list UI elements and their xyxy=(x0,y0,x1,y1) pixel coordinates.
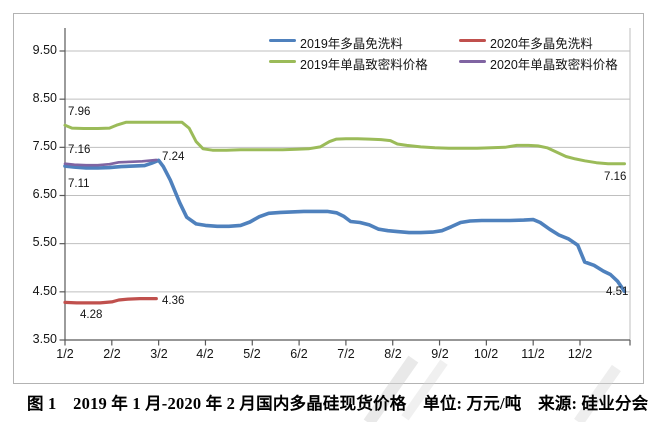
x-tick-label: 10/2 xyxy=(473,347,499,361)
point-label: 4.36 xyxy=(162,295,185,307)
figure-caption: 图 1 2019 年 1 月-2020 年 2 月国内多晶硅现货价格 单位: 万… xyxy=(27,394,649,413)
x-tick-label: 8/2 xyxy=(384,347,402,361)
y-tick-label: 5.50 xyxy=(32,235,57,249)
legend-label: 2019年多晶免洗料 xyxy=(300,37,403,51)
x-tick-label: 4/2 xyxy=(196,347,214,361)
point-label: 7.96 xyxy=(68,106,91,118)
x-tick-label: 3/2 xyxy=(150,347,168,361)
legend-label: 2019年单晶致密料价格 xyxy=(300,58,428,72)
point-label: 4.51 xyxy=(606,286,629,298)
x-tick-label: 9/2 xyxy=(431,347,449,361)
y-tick-label: 4.50 xyxy=(32,284,57,298)
y-tick-label: 8.50 xyxy=(32,91,57,105)
y-tick-label: 6.50 xyxy=(32,187,57,201)
x-tick-label: 6/2 xyxy=(290,347,308,361)
chart-frame xyxy=(13,13,644,384)
legend-label: 2020年单晶致密料价格 xyxy=(490,58,618,72)
x-tick-label: 7/2 xyxy=(337,347,355,361)
legend-line-swatch xyxy=(459,39,486,42)
y-tick-label: 3.50 xyxy=(32,332,57,346)
x-tick-label: 2/2 xyxy=(103,347,121,361)
legend-line-swatch xyxy=(269,60,296,63)
legend-label: 2020年多晶免洗料 xyxy=(490,37,593,51)
x-tick-label: 12/2 xyxy=(567,347,593,361)
legend-line-swatch xyxy=(459,60,486,63)
y-tick-label: 7.50 xyxy=(32,139,57,153)
point-label: 7.11 xyxy=(68,178,90,190)
point-label: 7.16 xyxy=(68,144,91,156)
y-tick-label: 9.50 xyxy=(32,43,57,57)
point-label: 7.16 xyxy=(604,171,627,183)
x-tick-label: 5/2 xyxy=(243,347,261,361)
x-tick-label: 11/2 xyxy=(521,347,545,361)
x-tick-label: 1/2 xyxy=(56,347,74,361)
legend-line-swatch xyxy=(269,39,296,42)
point-label: 4.28 xyxy=(80,309,103,321)
point-label: 7.24 xyxy=(162,151,185,163)
